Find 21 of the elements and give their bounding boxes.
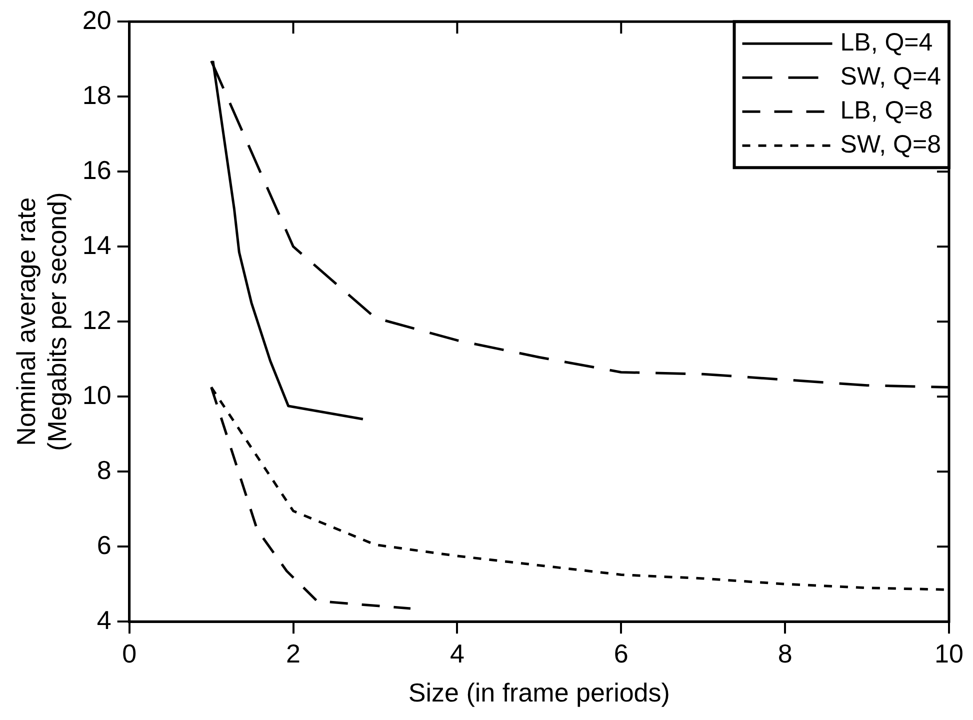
x-tick-label: 4: [450, 638, 464, 668]
y-tick-label: 16: [82, 154, 112, 185]
x-tick-label: 2: [286, 638, 300, 668]
y-tick-label: 20: [82, 4, 112, 35]
y-tick-label: 10: [82, 380, 112, 410]
legend-label: LB, Q=4: [840, 28, 933, 56]
y-tick-label: 4: [96, 604, 112, 635]
y-tick-label: 8: [96, 454, 112, 485]
y-tick-label: 18: [82, 80, 112, 110]
x-axis-title: Size (in frame periods): [408, 678, 670, 708]
legend-label: SW, Q=4: [840, 62, 942, 90]
legend-label: LB, Q=8: [840, 96, 933, 124]
y-tick-label: 6: [96, 530, 112, 560]
y-tick-label: 12: [82, 304, 112, 335]
legend-label: SW, Q=8: [840, 130, 941, 158]
x-tick-label: 0: [122, 638, 137, 668]
x-tick-label: 8: [778, 638, 792, 668]
y-axis-title: Nominal average rate (Megabits per second): [10, 192, 72, 451]
x-tick-label: 10: [934, 638, 964, 668]
y-tick-label: 14: [82, 230, 112, 260]
x-tick-label: 6: [614, 638, 628, 668]
